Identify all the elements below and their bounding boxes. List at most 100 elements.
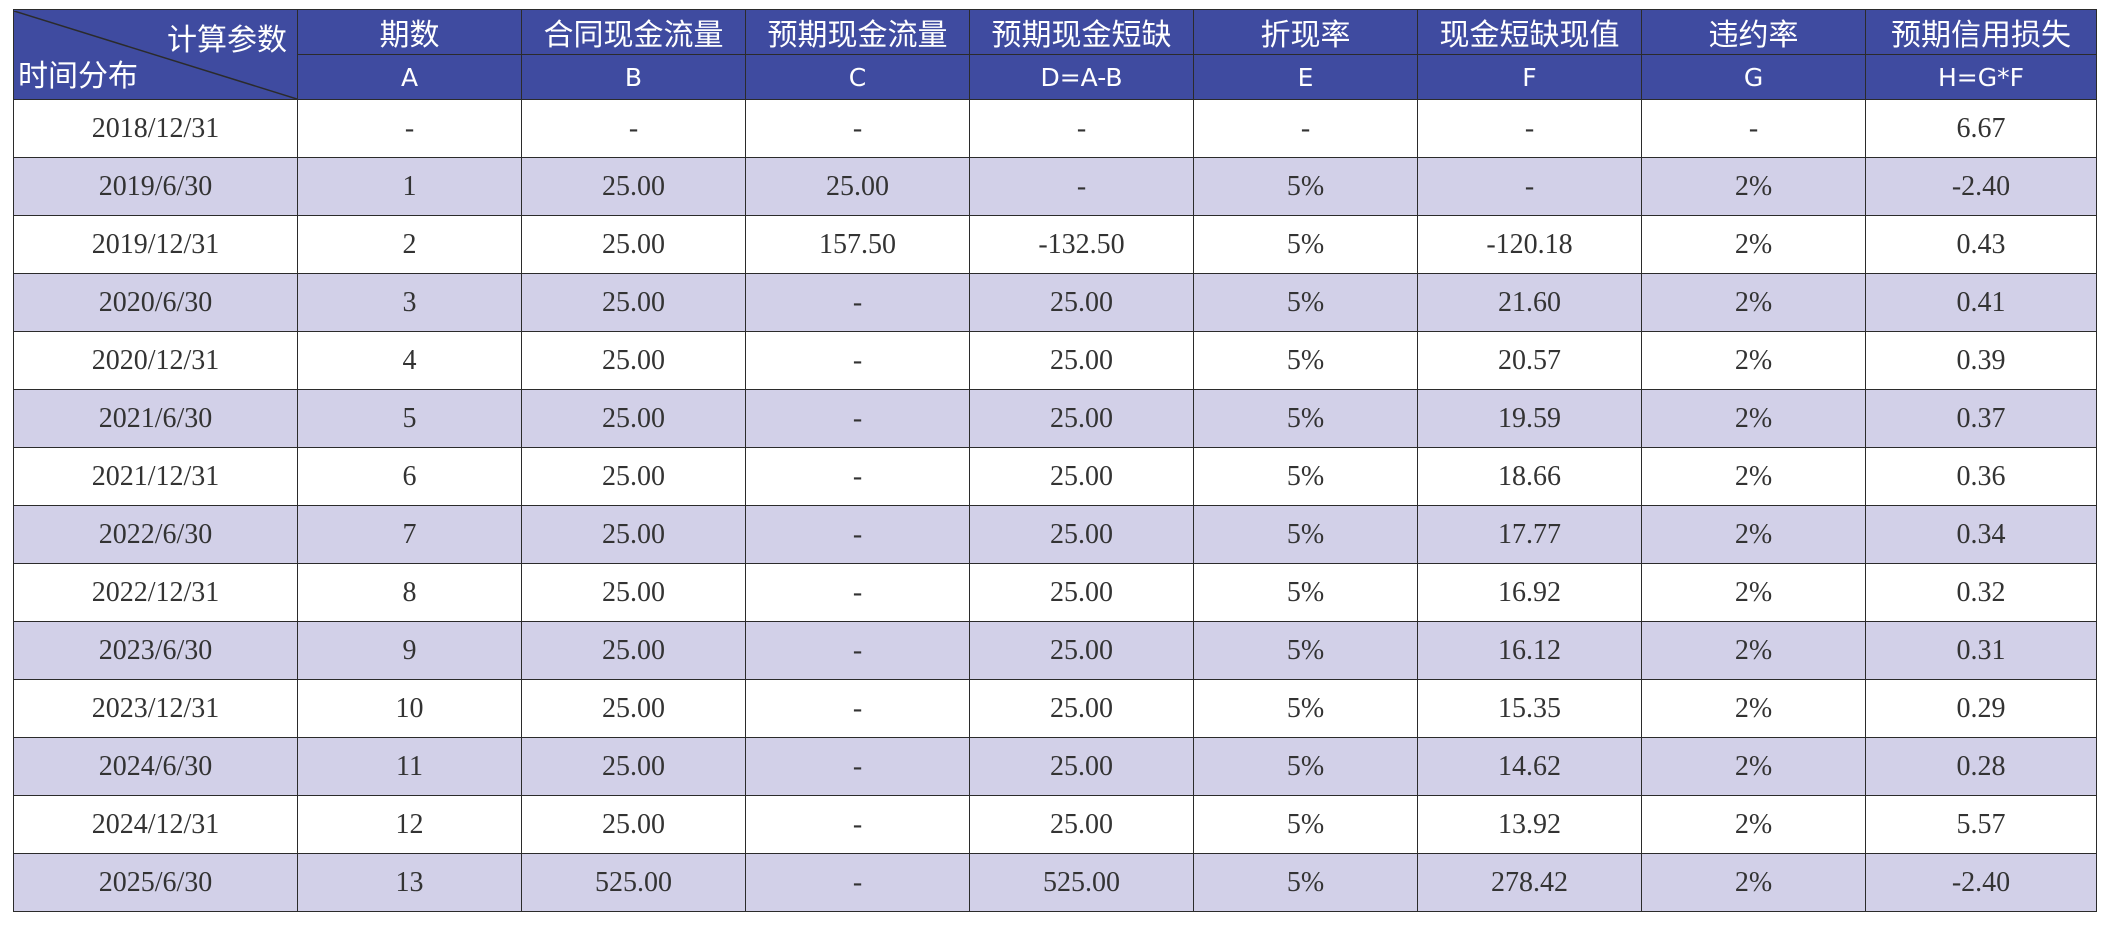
date-cell: 2019/12/31 xyxy=(13,215,298,274)
date-cell: 2023/12/31 xyxy=(13,679,298,738)
contract-cashflow-cell: 25.00 xyxy=(521,331,746,390)
shortfall-pv-cell: 21.60 xyxy=(1417,273,1642,332)
discount-rate-cell: 5% xyxy=(1193,389,1418,448)
cash-shortfall-cell: 25.00 xyxy=(969,331,1194,390)
column-header-title: 预期现金流量 xyxy=(745,9,970,55)
contract-cashflow-cell: 25.00 xyxy=(521,505,746,564)
shortfall-pv-cell: 15.35 xyxy=(1417,679,1642,738)
table-row: 2023/12/31 10 25.00-25.00 5% 15.35 2% 0.29 xyxy=(13,679,2097,738)
contract-cashflow-cell: 25.00 xyxy=(521,795,746,854)
expected-credit-loss-cell: 0.41 xyxy=(1865,273,2097,332)
expected-credit-loss-cell: 5.57 xyxy=(1865,795,2097,854)
contract-cashflow-cell: 25.00 xyxy=(521,157,746,216)
discount-rate-cell: 5% xyxy=(1193,853,1418,912)
table-row: 2023/6/30 9 25.00-25.00 5% 16.12 2% 0.31 xyxy=(13,621,2097,680)
table-row: 2024/12/31 12 25.00-25.00 5% 13.92 2% 5.57 xyxy=(13,795,2097,854)
period-cell: 2 xyxy=(297,215,522,274)
expected-credit-loss-cell: -2.40 xyxy=(1865,853,2097,912)
column-header-title: 期数 xyxy=(297,9,522,55)
table-row: 2020/6/30 3 25.00-25.00 5% 21.60 2% 0.41 xyxy=(13,273,2097,332)
default-rate-cell: 2% xyxy=(1641,157,1866,216)
cash-shortfall-cell: 25.00 xyxy=(969,389,1194,448)
period-cell: 12 xyxy=(297,795,522,854)
column-header-code: F xyxy=(1417,54,1642,100)
default-rate-cell: 2% xyxy=(1641,447,1866,506)
expected-cashflow-cell: - xyxy=(745,389,970,448)
expected-credit-loss-table: 计算参数 时间分布 期数 合同现金流量 预期现金流量 预期现金短缺 折现率 现金… xyxy=(13,9,2097,912)
column-header-code: E xyxy=(1193,54,1418,100)
table-header: 计算参数 时间分布 期数 合同现金流量 预期现金流量 预期现金短缺 折现率 现金… xyxy=(13,9,2097,100)
diagonal-divider xyxy=(14,10,297,99)
column-header-code: G xyxy=(1641,54,1866,100)
discount-rate-cell: 5% xyxy=(1193,621,1418,680)
period-cell: 5 xyxy=(297,389,522,448)
expected-credit-loss-cell: 0.34 xyxy=(1865,505,2097,564)
period-cell: 6 xyxy=(297,447,522,506)
default-rate-cell: 2% xyxy=(1641,737,1866,796)
expected-cashflow-cell: - xyxy=(745,679,970,738)
discount-rate-cell: 5% xyxy=(1193,737,1418,796)
default-rate-cell: 2% xyxy=(1641,795,1866,854)
cash-shortfall-cell: - xyxy=(969,99,1194,158)
cash-shortfall-cell: 25.00 xyxy=(969,447,1194,506)
table-row: 2025/6/30 13 525.00-525.00 5% 278.42 2% -2.40 xyxy=(13,853,2097,912)
shortfall-pv-cell: 13.92 xyxy=(1417,795,1642,854)
shortfall-pv-cell: 16.12 xyxy=(1417,621,1642,680)
period-cell: 8 xyxy=(297,563,522,622)
discount-rate-cell: - xyxy=(1193,99,1418,158)
discount-rate-cell: 5% xyxy=(1193,795,1418,854)
contract-cashflow-cell: 25.00 xyxy=(521,737,746,796)
expected-cashflow-cell: - xyxy=(745,505,970,564)
shortfall-pv-cell: 14.62 xyxy=(1417,737,1642,796)
cash-shortfall-cell: 25.00 xyxy=(969,737,1194,796)
discount-rate-cell: 5% xyxy=(1193,215,1418,274)
expected-credit-loss-cell: 0.36 xyxy=(1865,447,2097,506)
period-cell: 13 xyxy=(297,853,522,912)
corner-header-cell: 计算参数 时间分布 xyxy=(13,9,298,100)
default-rate-cell: 2% xyxy=(1641,853,1866,912)
expected-cashflow-cell: - xyxy=(745,563,970,622)
contract-cashflow-cell: 25.00 xyxy=(521,215,746,274)
period-cell: 10 xyxy=(297,679,522,738)
date-cell: 2020/6/30 xyxy=(13,273,298,332)
column-header-title: 预期现金短缺 xyxy=(969,9,1194,55)
contract-cashflow-cell: - xyxy=(521,99,746,158)
column-header-title: 现金短缺现值 xyxy=(1417,9,1642,55)
date-cell: 2025/6/30 xyxy=(13,853,298,912)
column-header-title: 折现率 xyxy=(1193,9,1418,55)
date-cell: 2018/12/31 xyxy=(13,99,298,158)
cash-shortfall-cell: 25.00 xyxy=(969,679,1194,738)
column-header-title: 违约率 xyxy=(1641,9,1866,55)
shortfall-pv-cell: 20.57 xyxy=(1417,331,1642,390)
expected-cashflow-cell: - xyxy=(745,447,970,506)
date-cell: 2022/6/30 xyxy=(13,505,298,564)
date-cell: 2022/12/31 xyxy=(13,563,298,622)
date-cell: 2019/6/30 xyxy=(13,157,298,216)
date-cell: 2020/12/31 xyxy=(13,331,298,390)
shortfall-pv-cell: 18.66 xyxy=(1417,447,1642,506)
expected-cashflow-cell: - xyxy=(745,795,970,854)
shortfall-pv-cell: -120.18 xyxy=(1417,215,1642,274)
expected-credit-loss-cell: -2.40 xyxy=(1865,157,2097,216)
table-row: 2022/6/30 7 25.00-25.00 5% 17.77 2% 0.34 xyxy=(13,505,2097,564)
contract-cashflow-cell: 25.00 xyxy=(521,563,746,622)
shortfall-pv-cell: 19.59 xyxy=(1417,389,1642,448)
period-cell: 3 xyxy=(297,273,522,332)
expected-cashflow-cell: - xyxy=(745,853,970,912)
date-cell: 2024/6/30 xyxy=(13,737,298,796)
default-rate-cell: 2% xyxy=(1641,505,1866,564)
expected-credit-loss-cell: 0.29 xyxy=(1865,679,2097,738)
column-header-code: B xyxy=(521,54,746,100)
default-rate-cell: 2% xyxy=(1641,563,1866,622)
default-rate-cell: 2% xyxy=(1641,273,1866,332)
table-row: 2021/6/30 5 25.00-25.00 5% 19.59 2% 0.37 xyxy=(13,389,2097,448)
expected-cashflow-cell: 25.00 xyxy=(745,157,970,216)
date-cell: 2024/12/31 xyxy=(13,795,298,854)
cash-shortfall-cell: 25.00 xyxy=(969,621,1194,680)
table-row: 2020/12/31 4 25.00-25.00 5% 20.57 2% 0.39 xyxy=(13,331,2097,390)
date-cell: 2023/6/30 xyxy=(13,621,298,680)
discount-rate-cell: 5% xyxy=(1193,563,1418,622)
contract-cashflow-cell: 25.00 xyxy=(521,621,746,680)
contract-cashflow-cell: 525.00 xyxy=(521,853,746,912)
cash-shortfall-cell: 525.00 xyxy=(969,853,1194,912)
